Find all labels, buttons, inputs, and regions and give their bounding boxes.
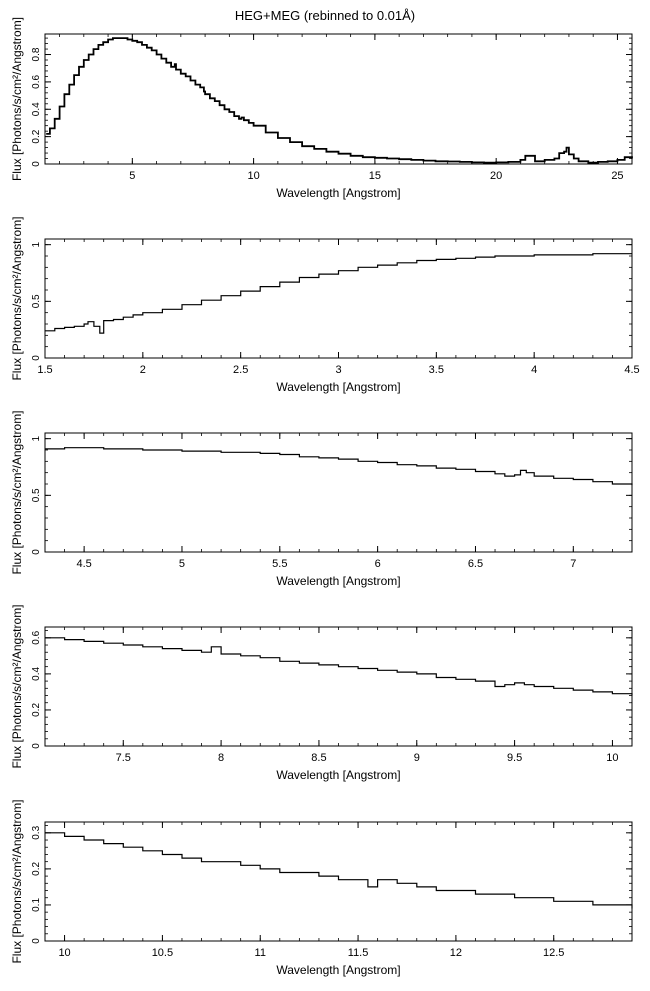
panel-2-xtick-label: 4.5 [624, 364, 639, 376]
panel-3-xtick-label: 6.5 [468, 558, 483, 570]
panel-4-xtick-label: 9.5 [507, 752, 522, 764]
panel-1-ytick-label: 0.6 [31, 75, 42, 89]
panel-4-ylabel: Flux [Photons/s/cm²/Angstrom] [10, 604, 24, 768]
panel-4-series-1 [45, 637, 633, 696]
panel-1-ytick-label: 0 [31, 161, 42, 167]
panel-5-xtick-label: 12.5 [543, 947, 564, 959]
panel-2-xtick-label: 3 [335, 364, 341, 376]
panel-3-ylabel: Flux [Photons/s/cm²/Angstrom] [10, 410, 24, 574]
panel-4-xtick-label: 8.5 [311, 752, 326, 764]
panel-4-ytick-label: 0 [31, 743, 42, 749]
panel-5-xtick-label: 11.5 [348, 947, 369, 959]
panel-3-ytick-label: 0.5 [31, 488, 42, 502]
panel-3-xtick-label: 7 [570, 558, 576, 570]
panel-3-xtick-label: 5 [179, 558, 185, 570]
panel-2-xtick-label: 3.5 [429, 364, 444, 376]
panel-2-xlabel: Wavelength [Angstrom] [276, 380, 400, 394]
panel-1-xtick-label: 20 [490, 170, 502, 182]
panel-4-ytick-label: 0.2 [31, 703, 42, 717]
panel-3-ytick-label: 0 [31, 549, 42, 555]
panel-5-ytick-label: 0.1 [31, 898, 42, 912]
panel-1-ytick-label: 0.4 [31, 102, 42, 116]
panel-2-ytick-label: 0 [31, 355, 42, 361]
panel-5-xtick-label: 11 [255, 947, 266, 959]
panel-2-xtick-label: 2 [140, 364, 146, 376]
figure-title: HEG+MEG (rebinned to 0.01Å) [234, 8, 416, 23]
panel-2-frame [44, 238, 633, 359]
panel-5-ytick-label: 0.2 [31, 861, 42, 875]
panel-1-frame [44, 33, 633, 165]
panel-5-ytick-label: 0.3 [31, 825, 42, 839]
panel-3-xtick-label: 5.5 [272, 558, 287, 570]
panel-3-xtick-label: 6 [375, 558, 381, 570]
panel-1-xtick-label: 10 [247, 170, 259, 182]
panel-4-xtick-label: 8 [218, 752, 224, 764]
panel-1-ytick-label: 0.8 [31, 47, 42, 61]
panel-2-series-1 [45, 253, 632, 334]
panel-2-ylabel: Flux [Photons/s/cm²/Angstrom] [10, 216, 24, 380]
panel-4-xtick-label: 10 [606, 752, 618, 764]
panel-2-xtick-label: 2.5 [233, 364, 248, 376]
panel-5-xtick-label: 12 [450, 947, 462, 959]
panel-2-xtick-label: 1.5 [37, 364, 52, 376]
panel-3-ytick-label: 1 [31, 435, 42, 441]
panel-4-xtick-label: 7.5 [116, 752, 131, 764]
panel-4-ytick-label: 0.4 [31, 666, 42, 680]
panel-5-ylabel: Flux [Photons/s/cm²/Angstrom] [10, 799, 24, 963]
panel-4-ytick-label: 0.6 [31, 630, 42, 644]
panel-1-xtick-label: 5 [129, 170, 135, 182]
panel-1-series-1 [46, 37, 633, 164]
panel-5-frame [44, 821, 633, 942]
panel-1-xtick-label: 15 [369, 170, 381, 182]
panel-5-xlabel: Wavelength [Angstrom] [276, 963, 400, 977]
panel-1-ytick-label: 0.2 [31, 129, 42, 143]
panel-4-xlabel: Wavelength [Angstrom] [276, 768, 400, 782]
panel-5-xtick-label: 10 [58, 947, 70, 959]
panel-5-series-1 [45, 832, 633, 909]
panel-1-ylabel: Flux [Photons/s/cm²/Angstrom] [10, 17, 24, 181]
panel-1-xtick-label: 25 [611, 170, 623, 182]
panel-2-ytick-label: 1 [31, 241, 42, 247]
panel-1-xlabel: Wavelength [Angstrom] [276, 186, 400, 200]
panel-3-frame [44, 432, 633, 553]
panel-3-xlabel: Wavelength [Angstrom] [276, 574, 400, 588]
panel-2-ytick-label: 0.5 [31, 294, 42, 308]
panel-3-xtick-label: 4.5 [76, 558, 91, 570]
panel-2-xtick-label: 4 [531, 364, 537, 376]
panel-5-ytick-label: 0 [31, 938, 42, 944]
panel-3-series-1 [45, 447, 633, 486]
panel-4-xtick-label: 9 [414, 752, 420, 764]
panel-5-xtick-label: 10.5 [152, 947, 173, 959]
